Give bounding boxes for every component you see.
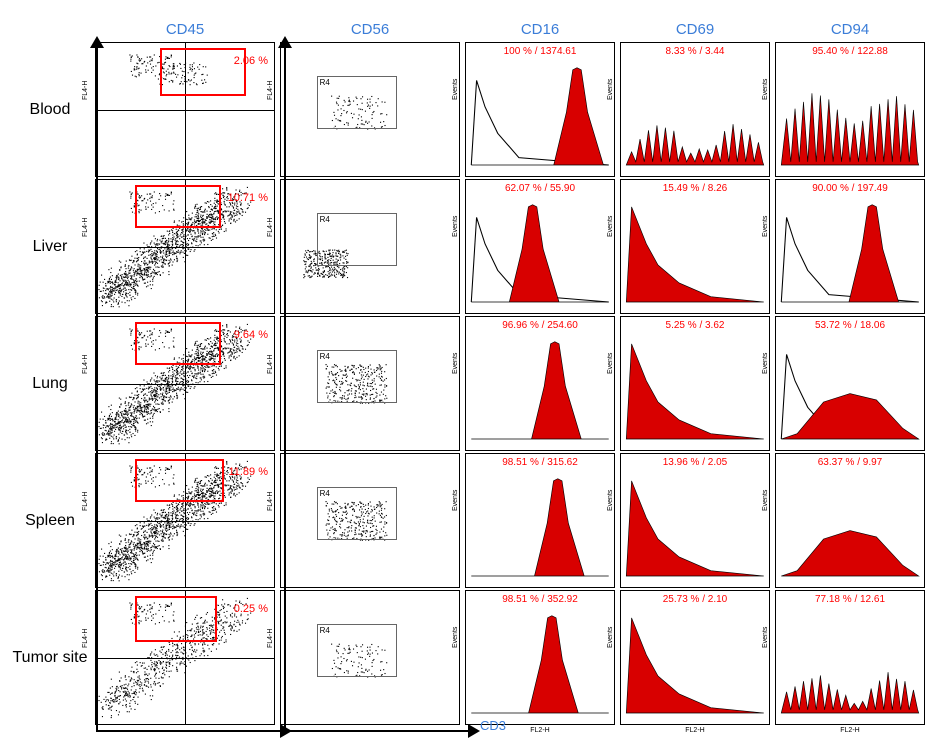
row-label: Liver — [10, 238, 90, 256]
row-label: Blood — [10, 101, 90, 119]
hist-label: 77.18 % / 12.61 — [776, 594, 924, 605]
hist-label: 53.72 % / 18.06 — [776, 320, 924, 331]
hist-label: 15.49 % / 8.26 — [621, 183, 769, 194]
cd16-histogram: 98.51 % / 315.62EventsFL2-H — [465, 453, 615, 588]
cd69-histogram: 15.49 % / 8.26EventsFL2-H — [620, 179, 770, 314]
pct-label: 9.64 % — [234, 329, 268, 341]
hist-label: 90.00 % / 197.49 — [776, 183, 924, 194]
gate-r4: R4 — [317, 350, 397, 403]
cd56-scatter: R4FL4-H — [280, 453, 460, 588]
gate-r4: R4 — [317, 487, 397, 540]
col-header-cd69: CD69 — [620, 21, 770, 40]
hist-label: 100 % / 1374.61 — [466, 46, 614, 57]
gate-red — [160, 48, 245, 96]
row-label: Spleen — [10, 512, 90, 530]
cd16-histogram: 98.51 % / 352.92EventsFL2-H — [465, 590, 615, 725]
cd94-histogram: 95.40 % / 122.88EventsFL2-H — [775, 42, 925, 177]
gate-r4: R4 — [317, 624, 397, 677]
hist-label: 5.25 % / 3.62 — [621, 320, 769, 331]
cd16-histogram: 100 % / 1374.61EventsFL2-H — [465, 42, 615, 177]
gate-red — [135, 185, 220, 228]
gate-r4: R4 — [317, 76, 397, 129]
hist-label: 98.51 % / 315.62 — [466, 457, 614, 468]
row-label: Tumor site — [10, 649, 90, 667]
cd56-scatter: R4FL4-H — [280, 590, 460, 725]
cd94-histogram: 63.37 % / 9.97EventsFL2-H — [775, 453, 925, 588]
gate-red — [135, 322, 220, 365]
cd69-histogram: 5.25 % / 3.62EventsFL2-H — [620, 316, 770, 451]
pct-label: 10.71 % — [228, 192, 268, 204]
col-header-cd56: CD56 — [280, 21, 460, 40]
cd45-scatter: 9.64 %FL4-H — [95, 316, 275, 451]
pct-label: 2.06 % — [234, 55, 268, 67]
cd16-histogram: 62.07 % / 55.90EventsFL2-H — [465, 179, 615, 314]
col-header-cd94: CD94 — [775, 21, 925, 40]
hist-label: 98.51 % / 352.92 — [466, 594, 614, 605]
hist-label: 25.73 % / 2.10 — [621, 594, 769, 605]
cd56-scatter: R4FL4-H — [280, 179, 460, 314]
cd69-histogram: 8.33 % / 3.44EventsFL2-H — [620, 42, 770, 177]
col-header-cd16: CD16 — [465, 21, 615, 40]
cd16-histogram: 96.96 % / 254.60EventsFL2-H — [465, 316, 615, 451]
hist-label: 96.96 % / 254.60 — [466, 320, 614, 331]
cd94-histogram: 77.18 % / 12.61EventsFL2-H — [775, 590, 925, 725]
pct-label: 11.89 % — [228, 466, 268, 478]
hist-label: 95.40 % / 122.88 — [776, 46, 924, 57]
gate-red — [135, 596, 217, 641]
cd69-histogram: 13.96 % / 2.05EventsFL2-H — [620, 453, 770, 588]
cd69-histogram: 25.73 % / 2.10EventsFL2-H — [620, 590, 770, 725]
cd45-scatter: 2.06 %FL4-H — [95, 42, 275, 177]
row-label: Lung — [10, 375, 90, 393]
pct-label: 0.25 % — [234, 603, 268, 615]
cd94-histogram: 53.72 % / 18.06EventsFL2-H — [775, 316, 925, 451]
gate-r4: R4 — [317, 213, 397, 266]
cd56-scatter: R4FL4-H — [280, 42, 460, 177]
cd45-scatter: 10.71 %FL4-H — [95, 179, 275, 314]
cd94-histogram: 90.00 % / 197.49EventsFL2-H — [775, 179, 925, 314]
cd3-axis-label: CD3 — [480, 718, 506, 733]
gate-red — [135, 459, 224, 502]
hist-label: 62.07 % / 55.90 — [466, 183, 614, 194]
cd45-scatter: 0.25 %FL4-H — [95, 590, 275, 725]
hist-label: 13.96 % / 2.05 — [621, 457, 769, 468]
hist-label: 63.37 % / 9.97 — [776, 457, 924, 468]
cd45-scatter: 11.89 %FL4-H — [95, 453, 275, 588]
cd56-scatter: R4FL4-H — [280, 316, 460, 451]
col-header-cd45: CD45 — [95, 21, 275, 40]
hist-label: 8.33 % / 3.44 — [621, 46, 769, 57]
